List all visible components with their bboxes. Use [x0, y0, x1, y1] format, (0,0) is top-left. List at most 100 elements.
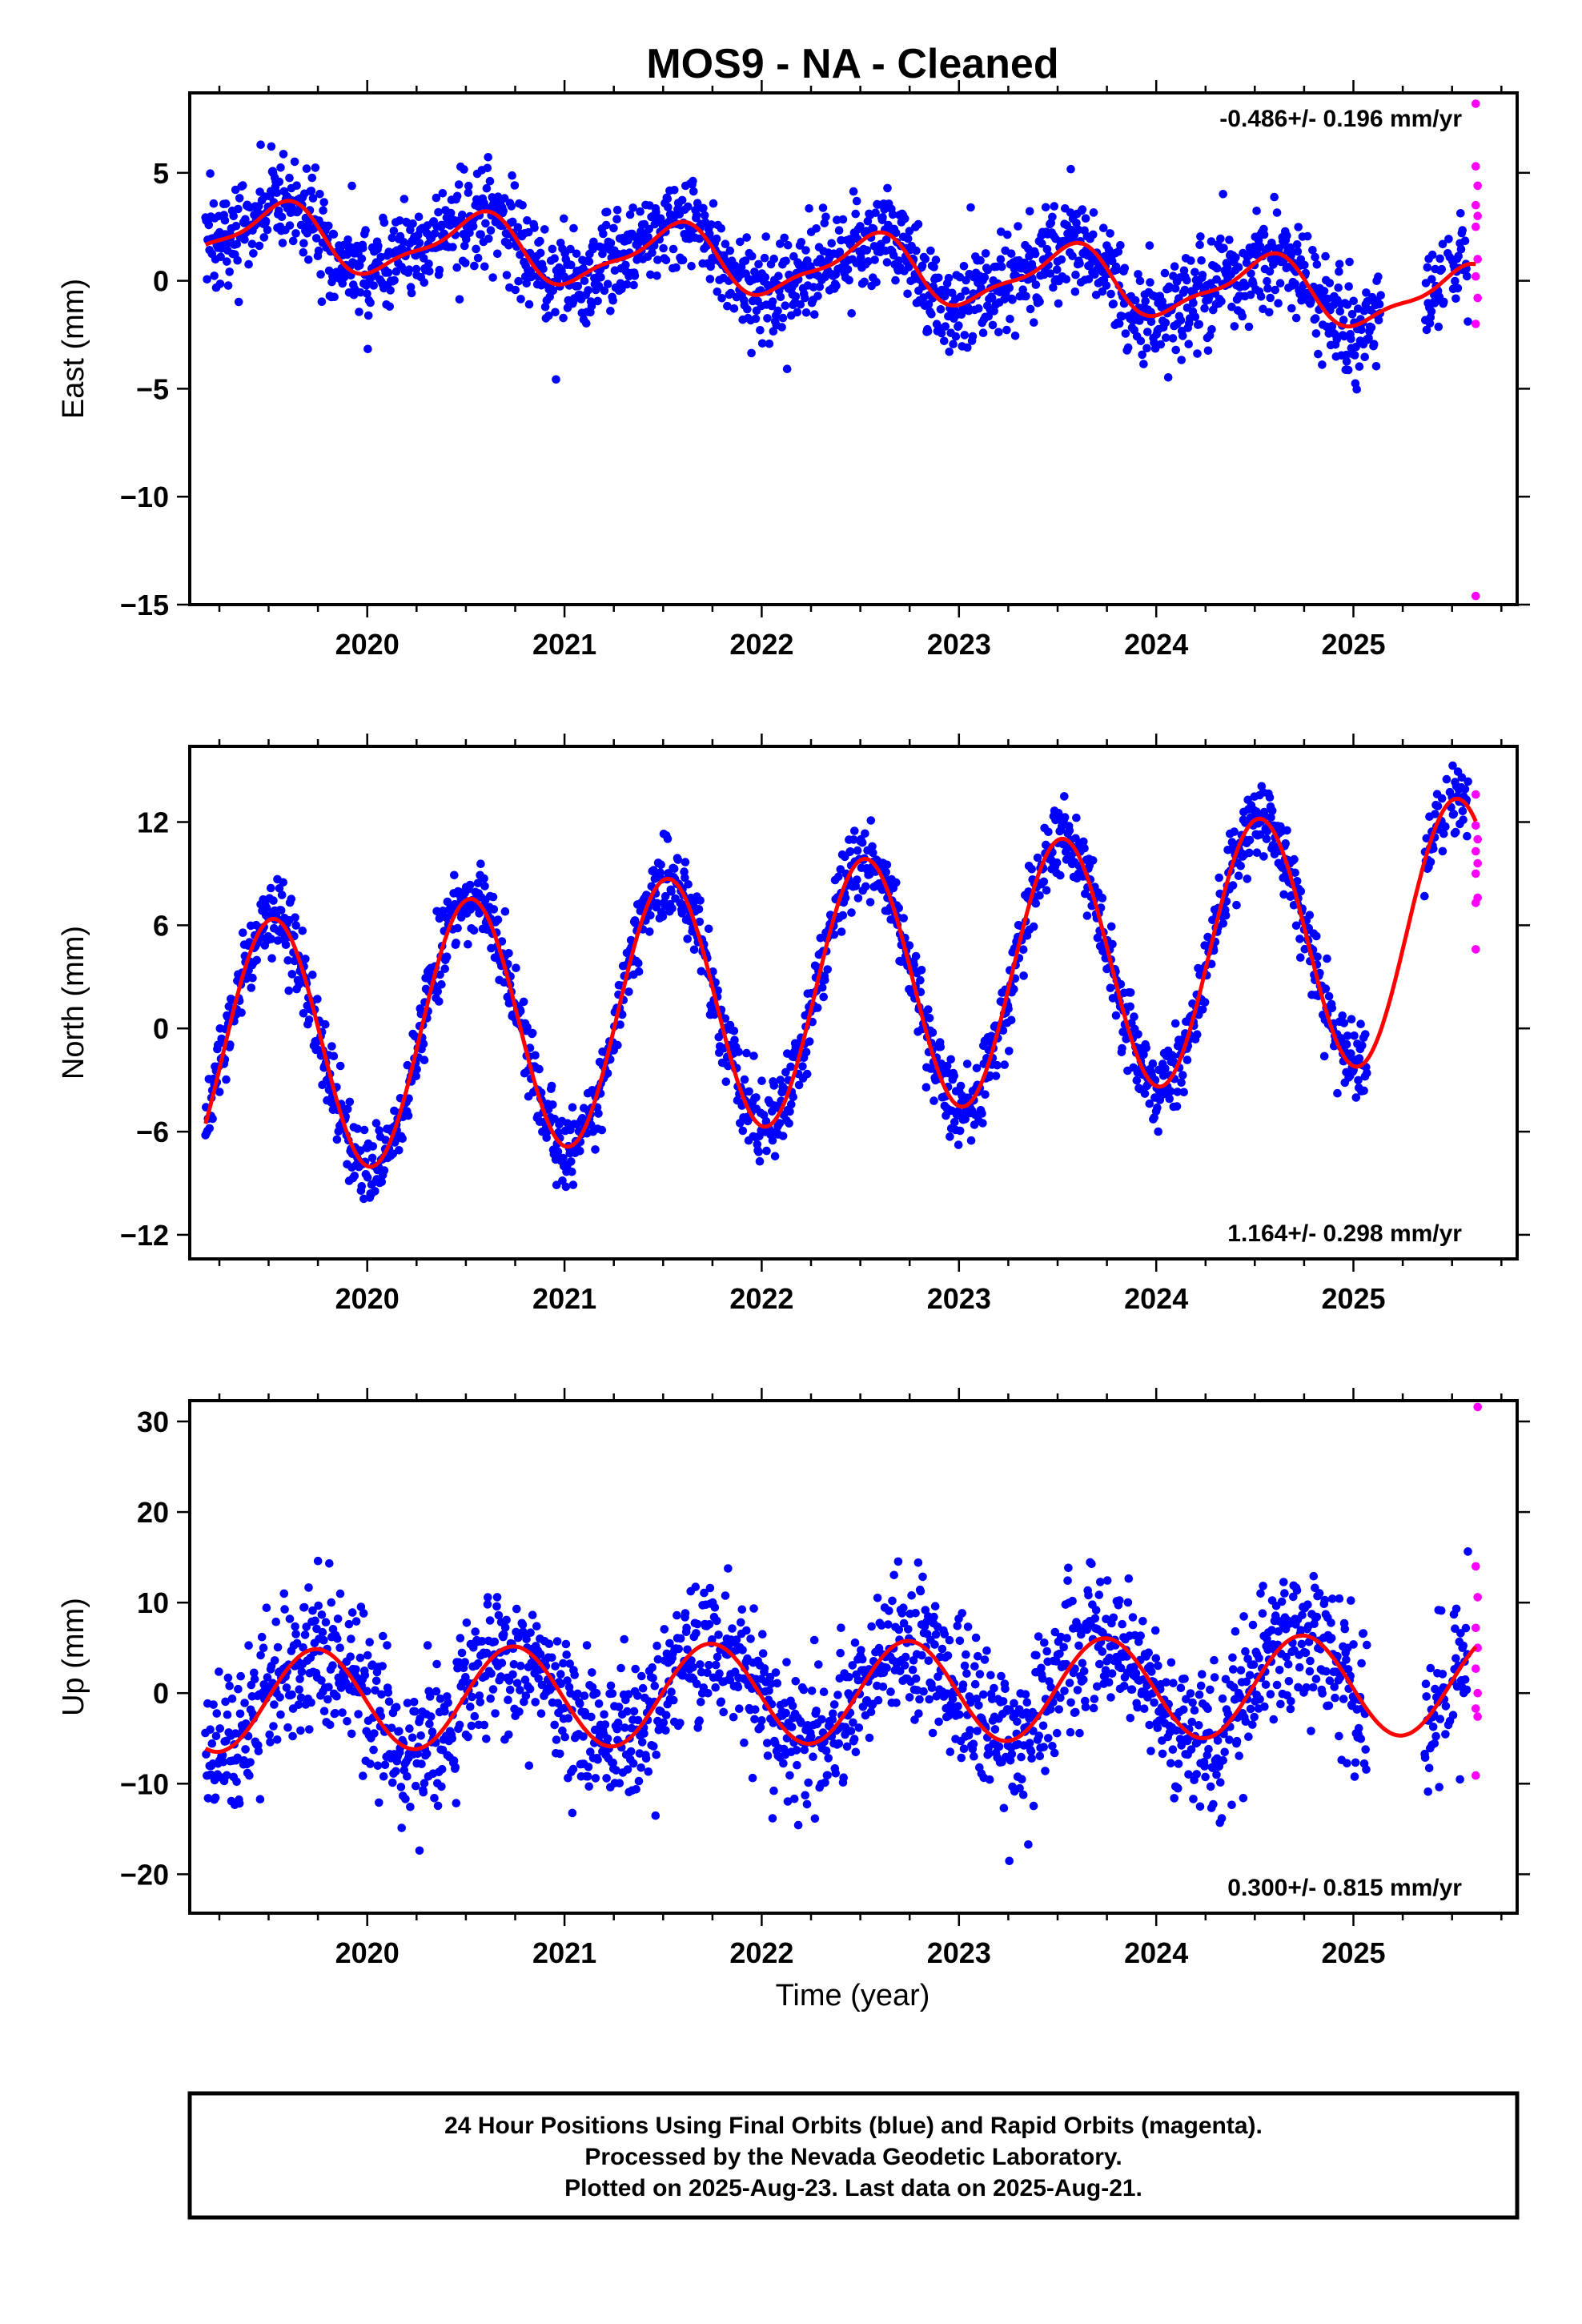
up-final-orbit-point [508, 1670, 517, 1679]
up-final-orbit-point [209, 1700, 218, 1709]
north-final-orbit-point [559, 1153, 568, 1163]
up-final-orbit-point [631, 1664, 640, 1674]
up-final-orbit-point [932, 1692, 942, 1701]
north-model-fit-line [203, 796, 1478, 1169]
up-final-orbit-point [948, 1695, 958, 1703]
up-final-orbit-point [930, 1640, 939, 1649]
east-final-orbit-point [1116, 241, 1125, 250]
north-final-orbit-point [813, 1003, 822, 1012]
east-final-orbit-point [473, 253, 483, 263]
up-final-orbit-point [551, 1662, 560, 1671]
north-final-orbit-point [865, 898, 875, 907]
up-final-orbit-point [496, 1672, 505, 1681]
up-final-orbit-point [444, 1698, 452, 1707]
up-final-orbit-point [536, 1709, 546, 1718]
up-final-orbit-point [740, 1738, 749, 1747]
up-final-orbit-point [295, 1685, 304, 1694]
east-final-orbit-point [1344, 282, 1353, 292]
up-final-orbit-point [693, 1679, 701, 1689]
east-final-orbit-point [1427, 275, 1436, 284]
east-final-orbit-point [484, 234, 493, 243]
up-final-orbit-point [324, 1683, 333, 1691]
east-final-orbit-point [307, 187, 316, 195]
north-final-orbit-point [1134, 1043, 1144, 1053]
north-final-orbit-point [646, 911, 655, 920]
east-final-orbit-point [776, 239, 785, 248]
up-final-orbit-point [911, 1609, 920, 1618]
up-final-orbit-point [831, 1769, 841, 1778]
east-final-orbit-point [747, 348, 756, 358]
east-final-orbit-point [580, 276, 589, 286]
east-final-orbit-point [871, 208, 880, 218]
up-final-orbit-point [737, 1605, 747, 1614]
east-final-orbit-point [596, 273, 605, 282]
up-final-orbit-point [552, 1735, 561, 1744]
up-final-orbit-point [430, 1794, 439, 1803]
east-final-orbit-point [424, 259, 433, 268]
north-final-orbit-point [837, 927, 846, 936]
north-final-orbit-point [493, 915, 503, 924]
north-final-orbit-point [1295, 935, 1304, 943]
east-final-orbit-point [311, 163, 320, 172]
east-final-orbit-point [1225, 235, 1234, 244]
north-final-orbit-point [740, 1075, 749, 1084]
east-final-orbit-point [1452, 294, 1460, 304]
east-final-orbit-point [1170, 262, 1179, 271]
east-final-orbit-point [1263, 276, 1271, 286]
north-final-orbit-point [597, 1125, 607, 1135]
east-final-orbit-point [241, 215, 250, 224]
east-final-orbit-point [524, 300, 534, 309]
north-final-orbit-point [1221, 911, 1231, 920]
east-final-orbit-point [883, 183, 892, 193]
up-final-orbit-point [423, 1641, 432, 1650]
north-final-orbit-point [1452, 827, 1460, 837]
east-final-orbit-point [801, 293, 809, 303]
east-final-orbit-point [712, 234, 721, 243]
east-final-orbit-point [709, 256, 717, 265]
east-final-orbit-point [905, 227, 914, 235]
east-final-orbit-point [944, 273, 954, 283]
north-final-orbit-point [208, 1114, 217, 1124]
north-final-orbit-point [978, 1109, 986, 1118]
east-final-orbit-point [705, 275, 715, 283]
north-final-orbit-point [291, 921, 301, 930]
up-final-orbit-point [715, 1669, 724, 1678]
north-final-orbit-point [561, 1182, 571, 1192]
east-final-orbit-point [206, 169, 215, 178]
north-final-orbit-point [742, 1048, 751, 1058]
up-final-orbit-point [854, 1723, 864, 1732]
north-final-orbit-point [962, 1059, 972, 1068]
up-final-orbit-point [522, 1634, 531, 1643]
up-final-orbit-point [295, 1675, 304, 1683]
north-final-orbit-point [1347, 1049, 1355, 1058]
up-final-orbit-point [401, 1795, 410, 1803]
east-rapid-orbit-point [1472, 591, 1480, 601]
up-final-orbit-point [612, 1766, 620, 1775]
north-final-orbit-point [1279, 890, 1288, 899]
east-final-orbit-point [894, 256, 903, 265]
east-final-orbit-point [754, 259, 763, 269]
east-final-orbit-point [781, 256, 790, 266]
east-final-orbit-point [797, 238, 806, 247]
east-final-orbit-point [1360, 352, 1369, 362]
north-final-orbit-point [283, 956, 293, 965]
east-final-orbit-point [1177, 356, 1186, 364]
east-final-orbit-point [363, 344, 372, 354]
up-final-orbit-point [246, 1758, 255, 1767]
east-final-orbit-point [1074, 225, 1083, 235]
east-final-orbit-point [927, 309, 936, 319]
east-final-orbit-point [689, 187, 698, 196]
north-final-orbit-point [419, 1039, 428, 1048]
north-final-orbit-point [754, 1148, 763, 1156]
up-final-orbit-point [333, 1634, 342, 1643]
up-final-orbit-point [321, 1618, 331, 1626]
up-final-orbit-point [528, 1610, 537, 1619]
east-final-orbit-point [983, 265, 993, 275]
east-final-orbit-point [889, 251, 898, 260]
north-final-orbit-point [1259, 852, 1268, 861]
up-final-orbit-point [327, 1598, 336, 1607]
east-final-orbit-point [1112, 265, 1122, 275]
north-final-orbit-point [892, 878, 901, 887]
east-final-orbit-point [954, 321, 963, 330]
north-final-orbit-point [523, 1023, 532, 1031]
